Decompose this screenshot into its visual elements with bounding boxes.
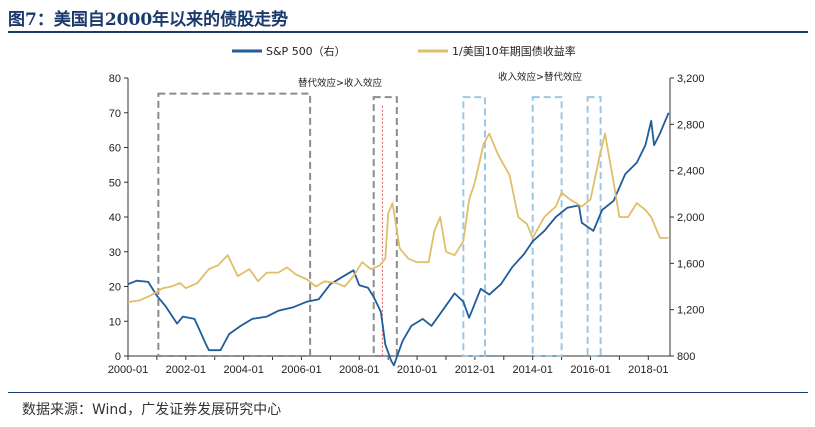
x-tick-label: 2002-01 (166, 364, 206, 376)
right-y-tick-label: 1,600 (677, 258, 705, 270)
x-tick-label: 2014-01 (513, 364, 553, 376)
right-y-tick-label: 3,200 (677, 73, 705, 85)
x-tick-label: 2010-01 (397, 364, 437, 376)
x-tick-label: 2016-01 (570, 364, 610, 376)
left-y-tick-label: 70 (109, 108, 121, 120)
substitution-period-box (157, 92, 312, 357)
x-tick-label: 2008-01 (339, 364, 379, 376)
right-y-tick-label: 2,000 (677, 212, 705, 224)
legend-label-sp500: S&P 500（右） (266, 44, 346, 58)
left-y-tick-label: 50 (109, 177, 121, 189)
right-y-tick-label: 2,400 (677, 166, 705, 178)
left-y-tick-label: 60 (109, 143, 121, 155)
annotation-income-effect: 收入效应>替代效应 (498, 71, 582, 83)
left-y-tick-label: 0 (115, 351, 121, 363)
title-underline (8, 31, 808, 33)
x-tick-label: 2012-01 (455, 364, 495, 376)
right-y-tick-label: 800 (677, 351, 695, 363)
x-tick-label: 2018-01 (628, 364, 668, 376)
chart-title: 图7：美国自2000年以来的债股走势 (8, 10, 289, 30)
source-rule (8, 392, 808, 393)
substitution-period-box (372, 96, 398, 358)
income-period-box (586, 96, 602, 358)
income-period-box (462, 96, 486, 358)
left-y-tick-label: 20 (109, 282, 121, 294)
x-tick-label: 2004-01 (223, 364, 263, 376)
left-y-tick-label: 80 (109, 73, 121, 85)
bond-inverse-yield-series-line (127, 132, 669, 303)
x-tick-label: 2000-01 (108, 364, 148, 376)
left-y-tick-label: 30 (109, 247, 121, 259)
sp500-series-line (127, 112, 670, 367)
left-y-tick-label: 10 (109, 316, 121, 328)
right-y-tick-label: 2,800 (677, 119, 705, 131)
source-note: 数据来源：Wind，广发证券发展研究中心 (22, 402, 282, 418)
left-y-tick-label: 40 (109, 212, 121, 224)
x-tick-label: 2006-01 (281, 364, 321, 376)
income-period-box (531, 96, 563, 358)
annotation-substitution-effect: 替代效应>收入效应 (298, 77, 382, 89)
legend-label-bond: 1/美国10年期国债收益率 (452, 44, 576, 58)
right-y-tick-label: 1,200 (677, 305, 705, 317)
